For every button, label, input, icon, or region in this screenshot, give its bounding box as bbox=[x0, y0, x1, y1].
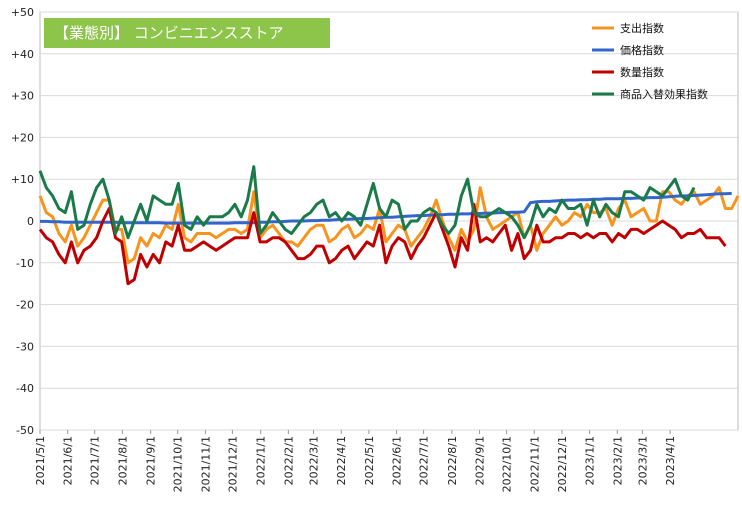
series-line bbox=[38, 165, 696, 240]
series-lines bbox=[38, 165, 740, 286]
y-tick-label: +10 bbox=[11, 173, 34, 186]
x-tick-label: 2022/2/1 bbox=[282, 436, 295, 485]
x-tick-label: 2023/4/1 bbox=[664, 436, 677, 485]
x-tick-label: 2022/4/1 bbox=[335, 436, 348, 485]
y-tick-label: -50 bbox=[16, 424, 34, 437]
y-tick-label: +40 bbox=[11, 48, 34, 61]
x-tick-label: 2022/5/1 bbox=[363, 436, 376, 485]
x-tick-label: 2021/12/1 bbox=[226, 436, 239, 492]
x-tick-label: 2022/3/1 bbox=[308, 436, 321, 485]
y-tick-label: +50 bbox=[11, 6, 34, 19]
y-tick-label: +20 bbox=[11, 131, 34, 144]
x-tick-label: 2021/5/1 bbox=[34, 436, 47, 485]
x-tick-label: 2022/6/1 bbox=[391, 436, 404, 485]
x-tick-label: 2022/8/1 bbox=[446, 436, 459, 485]
series-line bbox=[38, 202, 727, 286]
y-tick-label: 0 bbox=[27, 215, 34, 228]
y-tick-label: -30 bbox=[16, 340, 34, 353]
y-axis-ticks: +50 +40 +30 +20 +10 0 -10 -20 -30 -40 -50 bbox=[11, 6, 34, 437]
x-tick-label: 2021/7/1 bbox=[89, 436, 102, 485]
x-tick-label: 2023/2/1 bbox=[611, 436, 624, 485]
x-tick-label: 2023/3/1 bbox=[636, 436, 649, 485]
legend-label: 商品入替効果指数 bbox=[620, 87, 708, 101]
y-tick-label: -40 bbox=[16, 382, 34, 395]
x-tick-label: 2021/11/1 bbox=[199, 436, 212, 492]
gridlines bbox=[40, 11, 738, 431]
x-tick-label: 2022/1/1 bbox=[255, 436, 268, 485]
x-tick-label: 2021/6/1 bbox=[62, 436, 75, 485]
x-tick-label: 2023/1/1 bbox=[584, 436, 597, 485]
x-tick-label: 2022/11/1 bbox=[528, 436, 541, 492]
x-tick-label: 2022/9/1 bbox=[474, 436, 487, 485]
x-tick-label: 2022/7/1 bbox=[418, 436, 431, 485]
y-tick-label: +30 bbox=[11, 90, 34, 103]
x-tick-label: 2021/9/1 bbox=[145, 436, 158, 485]
x-tick-label: 2021/8/1 bbox=[116, 436, 129, 485]
legend-label: 価格指数 bbox=[620, 43, 664, 57]
x-tick-label: 2021/10/1 bbox=[172, 436, 185, 492]
chart-title: 【業態別】 コンビニエンスストア bbox=[44, 18, 330, 48]
y-tick-label: -10 bbox=[16, 257, 34, 270]
legend-label: 数量指数 bbox=[620, 65, 664, 79]
x-tick-label: 2022/12/1 bbox=[556, 436, 569, 492]
y-tick-label: -20 bbox=[16, 299, 34, 312]
x-tick-label: 2022/10/1 bbox=[501, 436, 514, 492]
x-axis-ticks: 2021/5/1 2021/6/1 2021/7/1 2021/8/1 2021/9/1… bbox=[34, 430, 677, 492]
legend-label: 支出指数 bbox=[620, 21, 664, 35]
